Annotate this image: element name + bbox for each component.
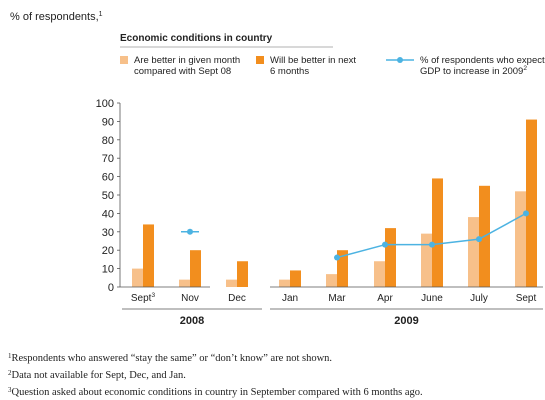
- bar-better-now-2: [226, 279, 237, 287]
- x-tick-label: Mar: [328, 293, 346, 304]
- bar-better-next-4: [337, 250, 348, 287]
- bar-better-next-8: [526, 119, 537, 287]
- gdp-point-8: [523, 210, 529, 217]
- x-tick-label: Sept: [516, 293, 537, 304]
- gdp-point-1: [187, 228, 193, 235]
- bar-better-next-0: [143, 224, 154, 287]
- x-tick-label: Sept3: [131, 292, 156, 304]
- legend-marker-gdp: [397, 57, 403, 63]
- gdp-point-5: [382, 241, 388, 248]
- gdp-line-series: [181, 210, 529, 261]
- bar-better-now-1: [179, 279, 190, 287]
- legend-item-better-now: Are better in given month compared with …: [120, 55, 243, 77]
- bar-better-now-0: [132, 268, 143, 287]
- y-tick-label: 30: [102, 227, 114, 239]
- legend-label-gdp: % of respondents who expected GDP to inc…: [420, 55, 545, 77]
- gdp-point-7: [476, 236, 482, 243]
- legend-label-better-next: Will be better in next 6 months: [270, 55, 359, 77]
- y-tick-label: 100: [96, 98, 114, 110]
- y-tick-label: 40: [102, 208, 114, 220]
- footnote-2: 2Data not available for Sept, Dec, and J…: [8, 369, 186, 381]
- bar-better-now-8: [515, 191, 526, 287]
- bar-better-next-2: [237, 261, 248, 287]
- chart-subtitle: % of respondents,1: [10, 11, 103, 23]
- y-axis: 0 10 20 30 40 50 60 70 80 90 100: [96, 98, 121, 294]
- bar-better-next-1: [190, 250, 201, 287]
- legend-label-better-now: Are better in given month compared with …: [134, 55, 243, 77]
- x-tick-label: Jan: [282, 293, 298, 304]
- legend-item-gdp: % of respondents who expected GDP to inc…: [386, 55, 545, 77]
- gdp-point-4: [334, 254, 340, 261]
- x-axis: Sept3 Nov Dec Jan Mar Apr June July Sept: [120, 286, 543, 304]
- bar-better-next-6: [432, 178, 443, 287]
- footnote-3: 3Question asked about economic condition…: [8, 386, 423, 398]
- y-tick-label: 20: [102, 245, 114, 257]
- y-tick-label: 80: [102, 135, 114, 147]
- legend: Are better in given month compared with …: [120, 55, 545, 77]
- footnote-1: 1Respondents who answered “stay the same…: [8, 352, 333, 364]
- bar-better-now-4: [326, 274, 337, 287]
- footnotes: 1Respondents who answered “stay the same…: [8, 349, 538, 400]
- bars: [132, 119, 537, 287]
- year-groups: 2008 2009: [122, 308, 543, 327]
- y-tick-label: 90: [102, 116, 114, 128]
- bar-better-next-5: [385, 228, 396, 287]
- bar-better-next-3: [290, 270, 301, 287]
- x-tick-label: July: [470, 293, 488, 304]
- legend-title: Economic conditions in country: [120, 33, 273, 44]
- bar-better-now-7: [468, 217, 479, 287]
- y-tick-label: 50: [102, 190, 114, 202]
- chart: % of respondents,1 Economic conditions i…: [10, 11, 545, 327]
- group-label-2009: 2009: [394, 315, 418, 327]
- group-label-2008: 2008: [180, 315, 204, 327]
- legend-item-better-next: Will be better in next 6 months: [256, 55, 359, 77]
- y-tick-label: 0: [108, 282, 114, 294]
- y-tick-label: 70: [102, 153, 114, 165]
- x-tick-label: Nov: [181, 293, 199, 304]
- x-tick-label: Apr: [377, 293, 393, 304]
- gdp-point-6: [429, 241, 435, 248]
- y-tick-label: 10: [102, 264, 114, 276]
- x-tick-label: Dec: [228, 293, 246, 304]
- y-tick-label: 60: [102, 172, 114, 184]
- bar-better-now-6: [421, 233, 432, 287]
- bar-better-now-5: [374, 261, 385, 287]
- x-tick-label: June: [421, 293, 443, 304]
- legend-swatch-better-next: [256, 56, 264, 64]
- bar-better-now-3: [279, 279, 290, 287]
- legend-swatch-better-now: [120, 56, 128, 64]
